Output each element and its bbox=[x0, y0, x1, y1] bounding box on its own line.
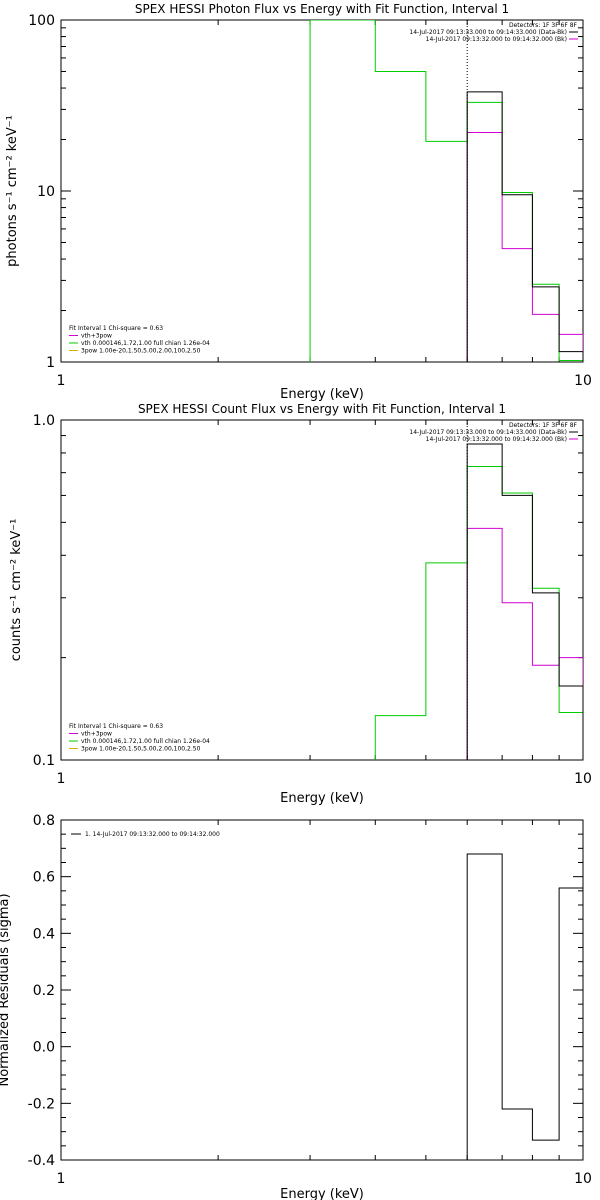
series-line-data bbox=[466, 443, 583, 760]
y-axis-label: photons s⁻¹ cm⁻² keV⁻¹ bbox=[5, 115, 20, 267]
x-axis-label: Energy (keV) bbox=[280, 387, 364, 402]
chart-panel-1: 1 10 1 10 100 SPEX HESSI Photon Flux vs Energ… bbox=[5, 2, 592, 402]
legend-header-text: 14-Jul-2017 09:13:32.000 to 09:14:32.000… bbox=[426, 36, 567, 43]
chart-title: SPEX HESSI Count Flux vs Energy with Fit… bbox=[138, 402, 506, 416]
y-tick-label: -0.4 bbox=[28, 1153, 55, 1169]
plot-frame bbox=[60, 419, 584, 761]
legend-fit-text: Fit Interval 1 Chi-square = 0.63 bbox=[69, 723, 163, 730]
y-tick-label: 0.1 bbox=[33, 753, 55, 769]
legend-fit-text: 3pow 1.00e-20,1.50,5.00,2.00,100,2.50 bbox=[81, 348, 201, 355]
y-tick-label: 100 bbox=[28, 13, 55, 29]
chart-title: SPEX HESSI Photon Flux vs Energy with Fi… bbox=[135, 2, 509, 16]
y-axis-label: Normalized Residuals (sigma) bbox=[0, 893, 12, 1086]
chart-panel-3: 1 10 -0.4 -0.2 0.0 0.2 0.4 0.6 0.8 Energy (keV) No… bbox=[0, 813, 592, 1200]
legend-fit-text: vth+3pow bbox=[81, 731, 112, 738]
y-tick-label: -0.2 bbox=[28, 1096, 55, 1112]
x-tick-label: 1 bbox=[57, 373, 66, 389]
series-line-model bbox=[466, 527, 583, 760]
y-tick-label: 0.4 bbox=[33, 926, 55, 942]
y-tick-label: 0.2 bbox=[33, 983, 55, 999]
y-axis-label: counts s⁻¹ cm⁻² keV⁻¹ bbox=[9, 519, 24, 662]
y-tick-label: 1 bbox=[46, 355, 55, 371]
y-tick-label: 0.8 bbox=[33, 813, 55, 829]
series-line-data bbox=[466, 91, 583, 362]
legend-fit-text: 3pow 1.00e-20,1.50,5.00,2.00,100,2.50 bbox=[81, 746, 201, 753]
legend: 1. 14-Jul-2017 09:13:32.000 to 09:14:32.… bbox=[71, 831, 220, 838]
x-tick-label: 10 bbox=[574, 1171, 592, 1187]
legend-header-text: 14-Jul-2017 09:13:32.000 to 09:14:32.000… bbox=[426, 436, 567, 443]
series-line-model bbox=[466, 131, 583, 362]
x-tick-label: 10 bbox=[574, 771, 592, 787]
x-tick-label: 1 bbox=[57, 1171, 66, 1187]
plot-area bbox=[309, 20, 583, 362]
legend-header-text: 14-Jul-2017 09:13:33.000 to 09:14:33.000… bbox=[409, 29, 567, 36]
y-tick-label: 1.0 bbox=[33, 413, 55, 429]
legend-fit-text: Fit Interval 1 Chi-square = 0.63 bbox=[69, 325, 163, 332]
y-tick-label: 0.0 bbox=[33, 1040, 55, 1056]
series-line-fit bbox=[309, 20, 583, 362]
legend-residual-text: 1. 14-Jul-2017 09:13:32.000 to 09:14:32.… bbox=[85, 831, 220, 838]
plot-area bbox=[466, 853, 583, 1160]
legend-fit-text: vth 0.000146,1.72,1.00 full chian 1.26e-… bbox=[81, 340, 210, 347]
x-axis-label: Energy (keV) bbox=[280, 1187, 364, 1200]
legend-fit-text: vth 0.000146,1.72,1.00 full chian 1.26e-… bbox=[81, 738, 210, 745]
x-axis-label: Energy (keV) bbox=[280, 791, 364, 806]
plot-area bbox=[374, 443, 583, 760]
series-line-fit bbox=[374, 465, 583, 760]
legend-header-text: Detectors: 1F 3F 6F 8F bbox=[509, 422, 578, 429]
chart-panel-2: 1 10 0.1 1.0 SPEX HESSI Count Flux vs Energy… bbox=[9, 402, 592, 806]
plot-frame bbox=[60, 19, 584, 363]
x-tick-label: 1 bbox=[57, 771, 66, 787]
y-tick-label: 0.6 bbox=[33, 870, 55, 886]
series-line-data bbox=[466, 853, 583, 1160]
x-tick-label: 10 bbox=[574, 373, 592, 389]
legend-fit-text: vth+3pow bbox=[81, 333, 112, 340]
legend-header-text: Detectors: 1F 3F 6F 8F bbox=[509, 22, 578, 29]
y-tick-label: 10 bbox=[37, 184, 55, 200]
legend-header-text: 14-Jul-2017 09:13:33.000 to 09:14:33.000… bbox=[409, 429, 567, 436]
